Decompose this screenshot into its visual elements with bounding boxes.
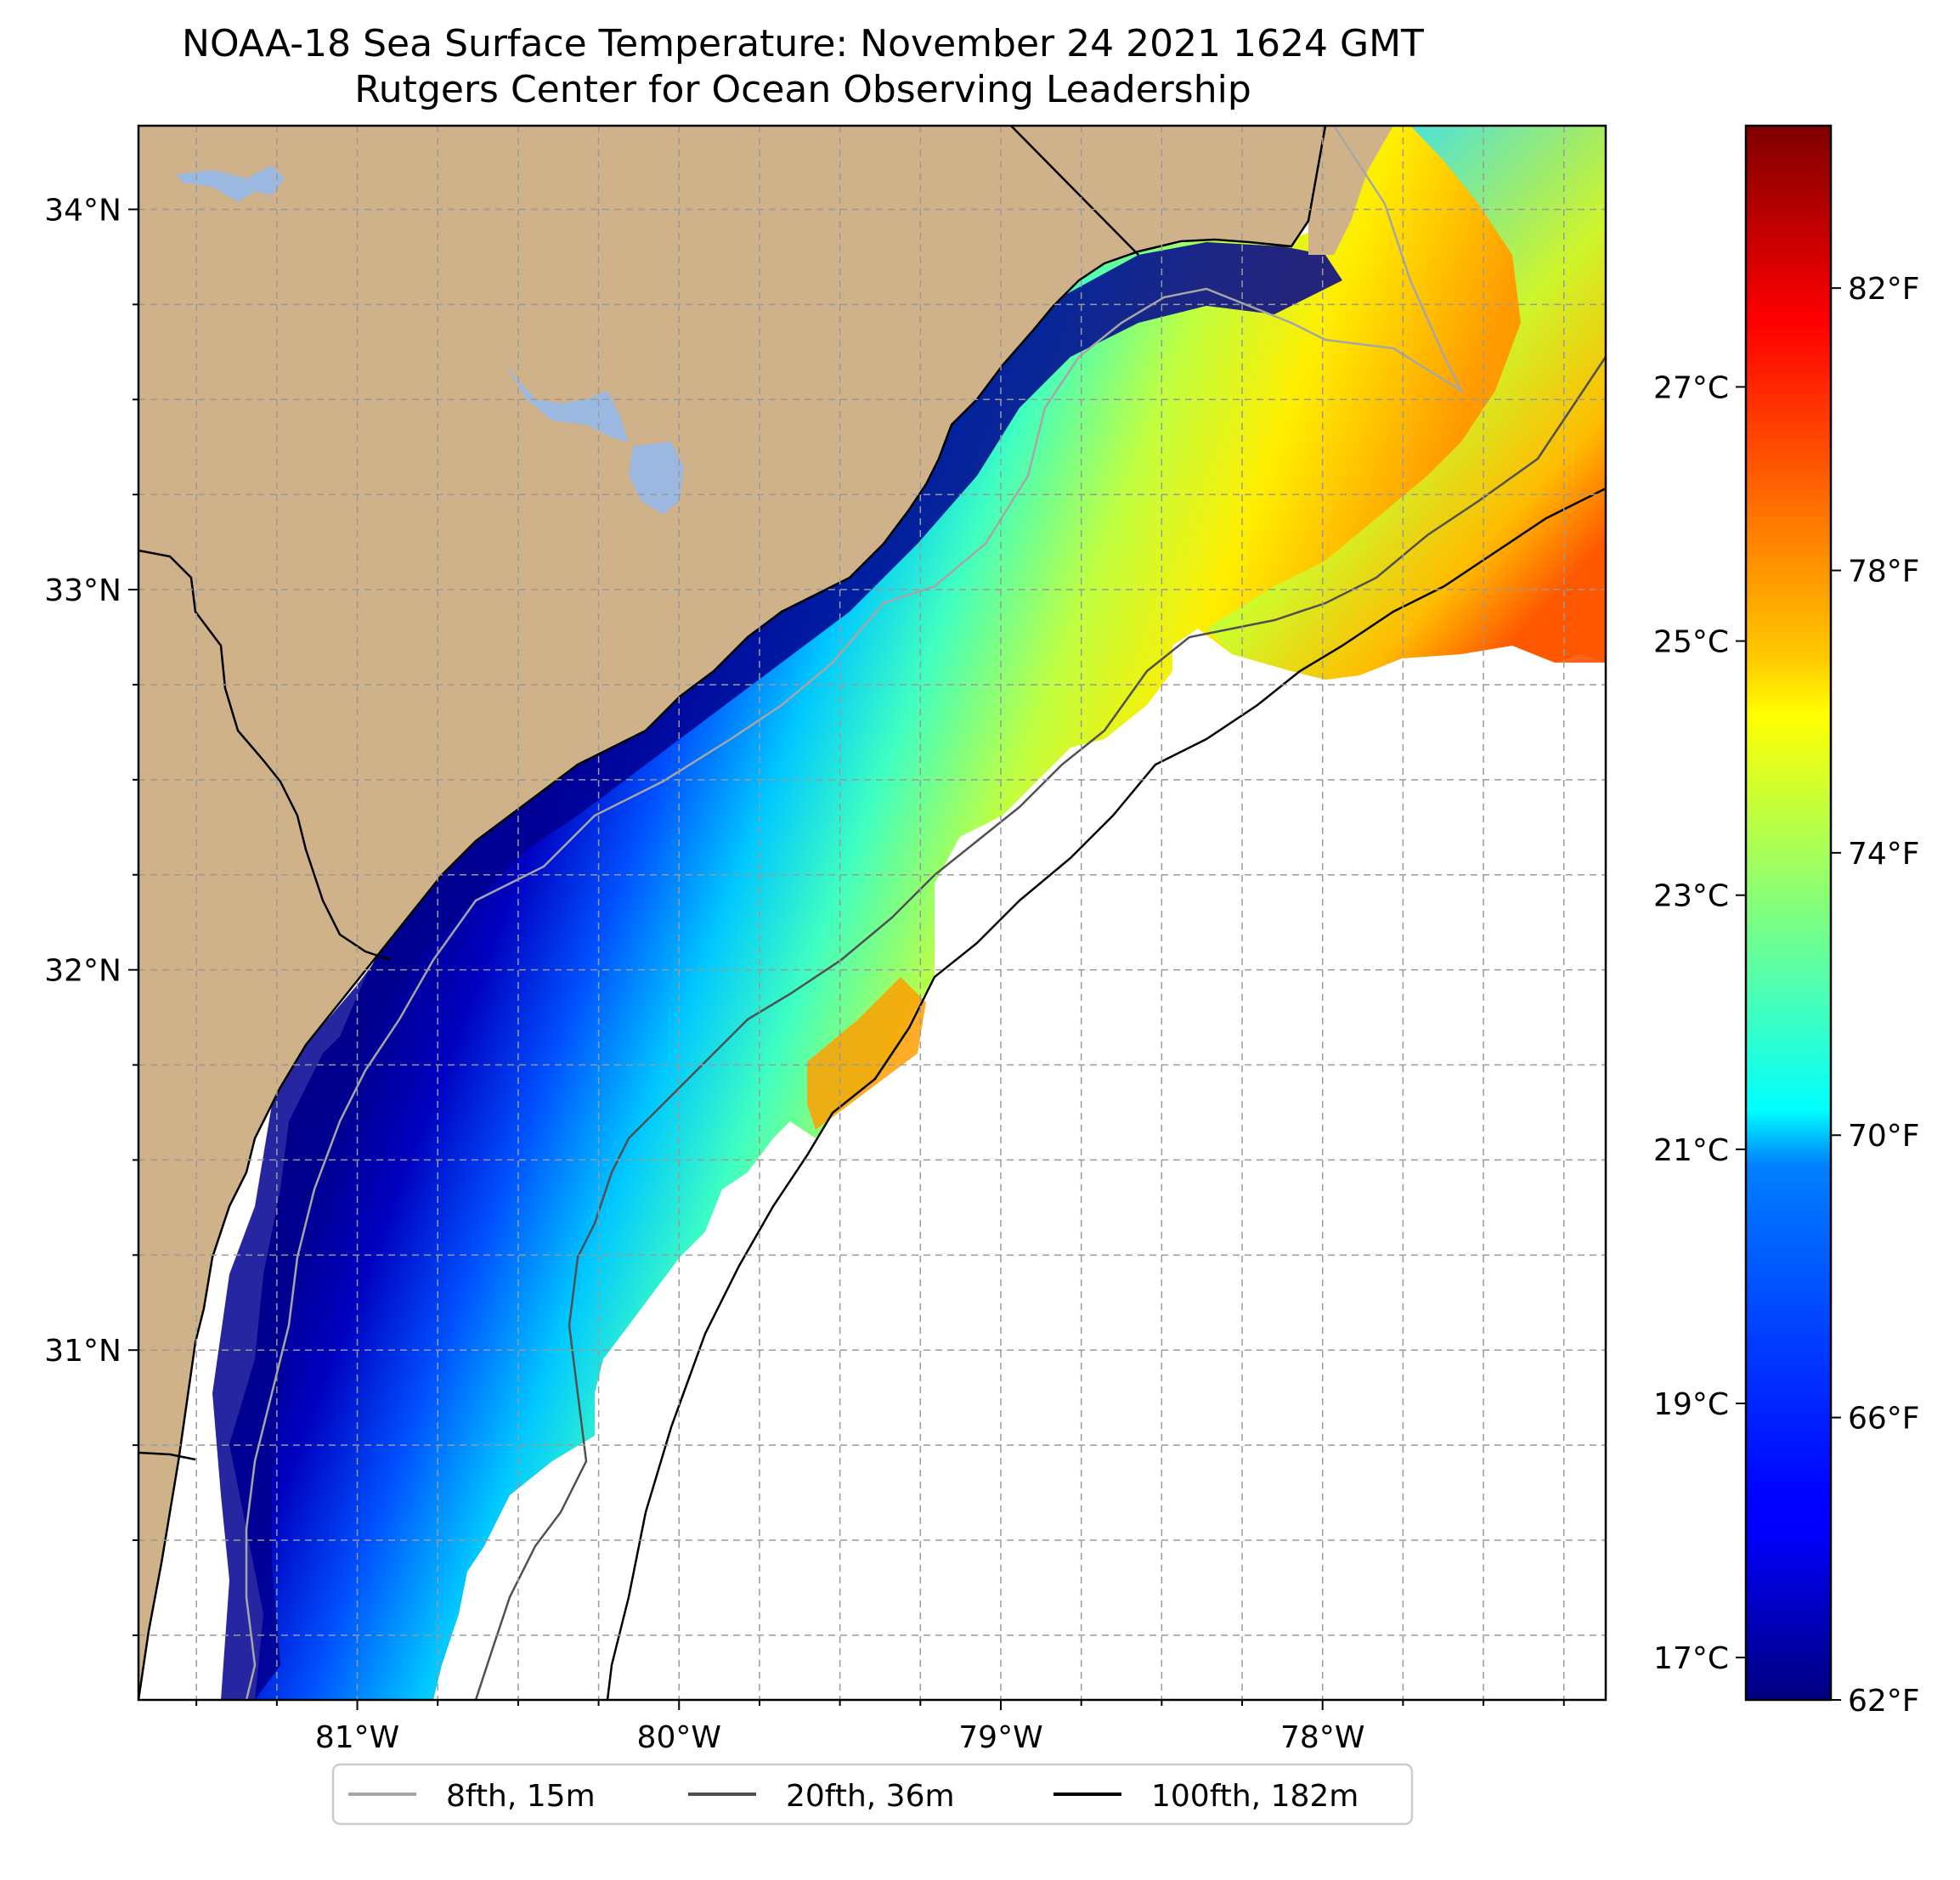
- colorbar-f-tick-label: 82°F: [1848, 272, 1920, 307]
- lat-tick-label: 34°N: [44, 193, 121, 228]
- lat-tick-label: 31°N: [44, 1334, 121, 1369]
- colorbar-c-tick-label: 27°C: [1653, 370, 1729, 405]
- colorbar-f-tick-label: 66°F: [1848, 1402, 1920, 1437]
- map-title: NOAA-18 Sea Surface Temperature: Novembe…: [182, 22, 1424, 65]
- isobath-100fth: [606, 487, 1606, 1700]
- latitude-axis: 31°N 32°N 33°N 34°N: [44, 193, 138, 1636]
- legend-box: [331, 1763, 1414, 1826]
- colorbar-c-tick-label: 19°C: [1653, 1387, 1729, 1422]
- colorbar-celsius-axis: 17°C 19°C 21°C 23°C 25°C 27°C: [1653, 370, 1746, 1676]
- map-frame: [137, 124, 1607, 1702]
- sst-field-warm: [1206, 126, 1606, 680]
- lat-tick-label: 33°N: [44, 573, 121, 608]
- lake-moultrie: [629, 442, 684, 514]
- colorbar-frame: [1744, 124, 1833, 1702]
- colorbar-c-tick-label: 23°C: [1653, 879, 1729, 914]
- colorbar-f-tick-label: 78°F: [1848, 554, 1920, 589]
- legend-label-100fth: 100fth, 182m: [1151, 1779, 1358, 1814]
- lon-tick-label: 80°W: [637, 1720, 721, 1755]
- isobath-20fth: [474, 356, 1606, 1700]
- colorbar-c-tick-label: 17°C: [1653, 1641, 1729, 1676]
- coastline: [138, 126, 1327, 1700]
- sst-field: [229, 126, 1606, 1700]
- colorbar-c-tick-label: 21°C: [1653, 1133, 1729, 1168]
- lake-marion: [506, 365, 629, 442]
- isobath-8fth: [245, 126, 1465, 1700]
- gridlines: [138, 126, 1606, 1700]
- colorbar-fahrenheit-axis: 62°F 66°F 70°F 74°F 78°F 82°F: [1831, 272, 1920, 1719]
- legend: 8fth, 15m 20fth, 36m 100fth, 182m: [331, 1763, 1414, 1826]
- land: [138, 126, 1325, 1700]
- longitude-axis: 81°W 80°W 79°W 78°W: [195, 1700, 1565, 1755]
- lon-tick-label: 81°W: [315, 1720, 399, 1755]
- legend-label-20fth: 20fth, 36m: [786, 1779, 955, 1814]
- lon-tick-label: 78°W: [1280, 1720, 1364, 1755]
- colorbar-c-tick-label: 25°C: [1653, 625, 1729, 660]
- map-subtitle: Rutgers Center for Ocean Observing Leade…: [354, 68, 1251, 111]
- lake-1: [177, 166, 285, 202]
- colorbar-f-tick-label: 74°F: [1848, 837, 1920, 872]
- sst-warm-patch: [807, 977, 926, 1130]
- colorbar: [1746, 126, 1831, 1700]
- map-area: [138, 126, 1606, 1700]
- colorbar-f-tick-label: 70°F: [1848, 1119, 1920, 1154]
- lat-tick-label: 32°N: [44, 954, 121, 989]
- lon-tick-label: 79°W: [958, 1720, 1042, 1755]
- colorbar-f-tick-label: 62°F: [1848, 1684, 1920, 1719]
- legend-label-8fth: 8fth, 15m: [446, 1779, 596, 1814]
- land-north: [1308, 126, 1393, 255]
